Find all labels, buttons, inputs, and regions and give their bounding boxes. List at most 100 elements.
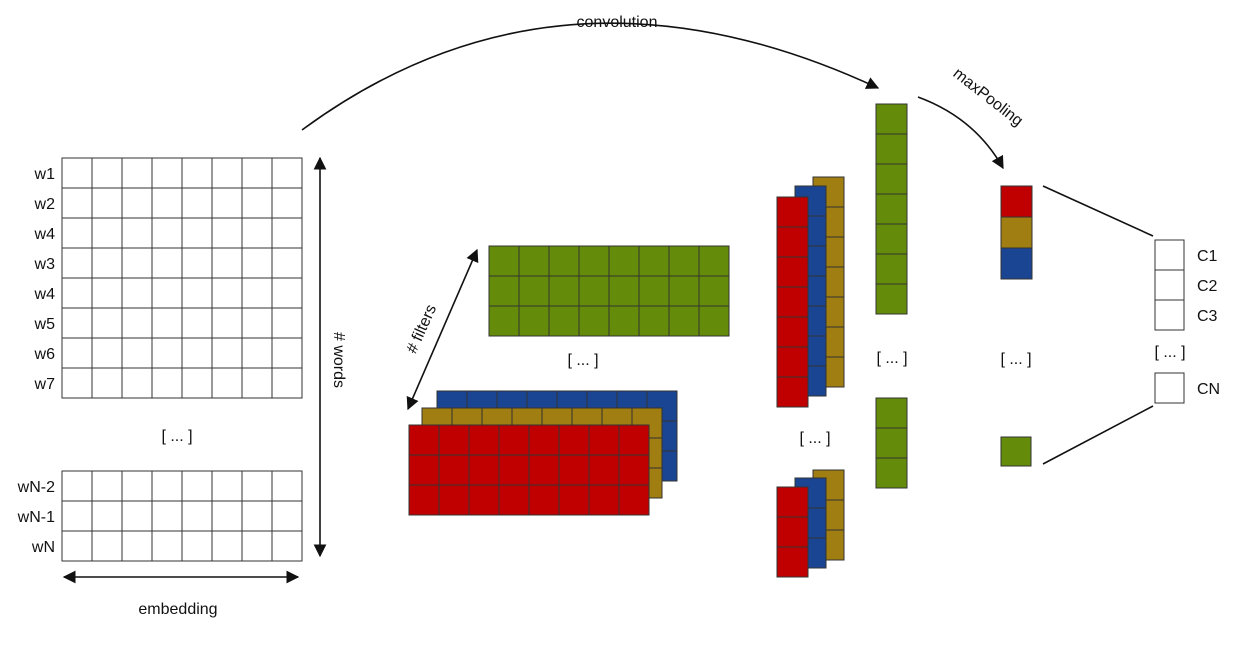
green-map-cell <box>875 223 908 255</box>
green-map-cell <box>875 133 908 165</box>
green-feature-map-bottom <box>875 397 908 489</box>
green-map-cell <box>875 457 908 489</box>
class-label: C2 <box>1197 278 1218 295</box>
pooled-cell <box>1000 216 1033 249</box>
embedding-cell <box>91 307 123 339</box>
embedding-cell <box>151 367 183 399</box>
filter-cell <box>638 275 670 307</box>
class-label: C3 <box>1197 308 1218 325</box>
filter-cell <box>668 275 700 307</box>
feature-map-cell <box>776 486 809 518</box>
word-label: w7 <box>34 376 56 393</box>
embedding-cell <box>271 217 303 249</box>
embedding-cell <box>151 187 183 219</box>
class-ellipsis: [ ... ] <box>1154 344 1185 361</box>
embedding-cell <box>211 367 243 399</box>
embedding-cell <box>181 187 213 219</box>
filter-cell <box>518 245 550 277</box>
word-label: w4 <box>34 226 56 243</box>
filter-cell <box>608 305 640 337</box>
class-label: CN <box>1197 381 1220 398</box>
class-box <box>1154 299 1185 331</box>
filter-cell <box>618 484 650 516</box>
green-map-cell <box>875 283 908 315</box>
green-map-cell <box>875 253 908 285</box>
embedding-cell <box>151 277 183 309</box>
word-label: w1 <box>34 166 56 183</box>
feature-map-cell <box>776 196 809 228</box>
filter-cell <box>578 245 610 277</box>
embedding-cell <box>121 530 153 562</box>
filter-cell <box>578 305 610 337</box>
embedding-cell <box>61 187 93 219</box>
filter-cell <box>518 275 550 307</box>
word-labels-top: w1 w2 w4 w3 w4 w5 w6 w7 <box>34 166 56 393</box>
convolution-arrow <box>301 22 880 131</box>
embedding-cell <box>61 530 93 562</box>
filter-cell <box>618 424 650 456</box>
filter-cell <box>438 424 470 456</box>
embedding-cell <box>181 470 213 502</box>
filter-cell <box>488 305 520 337</box>
embedding-cell <box>181 367 213 399</box>
filter-cell <box>498 454 530 486</box>
embedding-cell <box>61 500 93 532</box>
embedding-cell <box>211 500 243 532</box>
embedding-cell <box>151 530 183 562</box>
embedding-cell <box>121 337 153 369</box>
embedding-cell <box>181 157 213 189</box>
embedding-cell <box>61 307 93 339</box>
filters-arrow <box>406 248 479 411</box>
connection-line-bottom <box>1042 405 1154 465</box>
embedding-cell <box>61 277 93 309</box>
embedding-cell <box>271 367 303 399</box>
embedding-cell <box>241 500 273 532</box>
embedding-cell <box>241 157 273 189</box>
filters-ellipsis: [ ... ] <box>567 352 598 369</box>
filter-cell <box>528 454 560 486</box>
pooled-vector-top <box>1000 185 1033 280</box>
pooled-ellipsis: [ ... ] <box>1000 351 1031 368</box>
embedding-cell <box>271 307 303 339</box>
embedding-cell <box>271 500 303 532</box>
word-label: wN-1 <box>17 509 55 526</box>
filter-cell <box>528 484 560 516</box>
embedding-matrix-top <box>61 157 303 399</box>
embedding-cell <box>61 470 93 502</box>
filter-cell <box>698 275 730 307</box>
embedding-cell <box>121 187 153 219</box>
embedding-cell <box>271 187 303 219</box>
embedding-cell <box>271 277 303 309</box>
embedding-cell <box>91 277 123 309</box>
filter-cell <box>698 245 730 277</box>
embedding-cell <box>61 337 93 369</box>
embedding-cell <box>121 157 153 189</box>
green-feature-map-top <box>875 103 908 315</box>
green-map-cell <box>875 103 908 135</box>
filter-cell <box>468 424 500 456</box>
embedding-cell <box>91 217 123 249</box>
embedding-cell <box>241 530 273 562</box>
embedding-cell <box>121 247 153 279</box>
filter-cell <box>468 454 500 486</box>
embedding-cell <box>241 307 273 339</box>
embedding-cell <box>211 337 243 369</box>
embedding-cell <box>211 530 243 562</box>
embedding-cell <box>121 367 153 399</box>
embedding-cell <box>211 187 243 219</box>
filter-cell <box>498 484 530 516</box>
embedding-cell <box>271 470 303 502</box>
filter-stack <box>408 390 678 516</box>
embedding-cell <box>91 157 123 189</box>
embedding-cell <box>241 470 273 502</box>
filter-cell <box>438 454 470 486</box>
embedding-cell <box>181 337 213 369</box>
filter-cell <box>588 424 620 456</box>
embedding-cell <box>61 217 93 249</box>
embedding-cell <box>181 277 213 309</box>
filter-cell <box>408 484 440 516</box>
embedding-cell <box>241 277 273 309</box>
filter-cell <box>588 454 620 486</box>
embedding-cell <box>241 247 273 279</box>
